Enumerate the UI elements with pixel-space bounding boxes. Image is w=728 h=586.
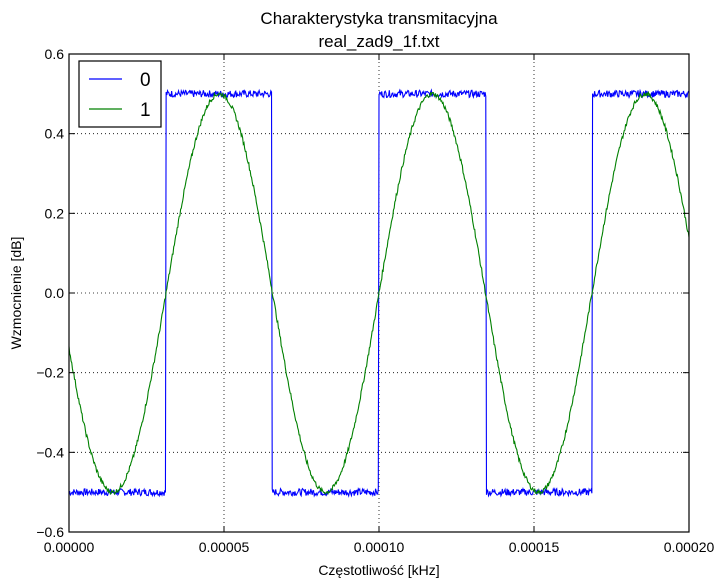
- y-tick-label: 0.0: [45, 285, 65, 301]
- plot-area: [68, 88, 690, 498]
- legend-label-series-1: 1: [140, 100, 151, 121]
- legend: 0 1: [78, 60, 162, 128]
- y-tick-label: 0.6: [45, 46, 65, 62]
- x-tick-label: 0.00020: [664, 539, 715, 555]
- axis-ticks: 0.00000 0.00005 0.00010 0.00015 0.00020 −0.6 −…: [36, 46, 714, 555]
- series-1-line: [68, 90, 690, 496]
- series-0-line: [68, 88, 690, 498]
- x-axis-label: Częstotliwość [kHz]: [318, 562, 439, 578]
- x-tick-label: 0.00000: [44, 539, 95, 555]
- chart-subtitle: real_zad9_1f.txt: [319, 32, 440, 51]
- x-tick-label: 0.00015: [509, 539, 560, 555]
- grid: [69, 54, 689, 532]
- y-tick-label: −0.2: [36, 365, 64, 381]
- y-tick-label: −0.4: [36, 444, 64, 460]
- legend-box: [78, 60, 162, 128]
- y-tick-label: −0.6: [36, 524, 64, 540]
- chart-title: Charakterystyka transmitacyjna: [260, 9, 498, 28]
- legend-label-series-0: 0: [140, 70, 151, 91]
- x-tick-label: 0.00005: [199, 539, 250, 555]
- y-tick-label: 0.4: [45, 126, 65, 142]
- x-tick-label: 0.00010: [354, 539, 405, 555]
- y-axis-label: Wzmocnienie [dB]: [8, 237, 24, 350]
- y-tick-label: 0.2: [45, 205, 65, 221]
